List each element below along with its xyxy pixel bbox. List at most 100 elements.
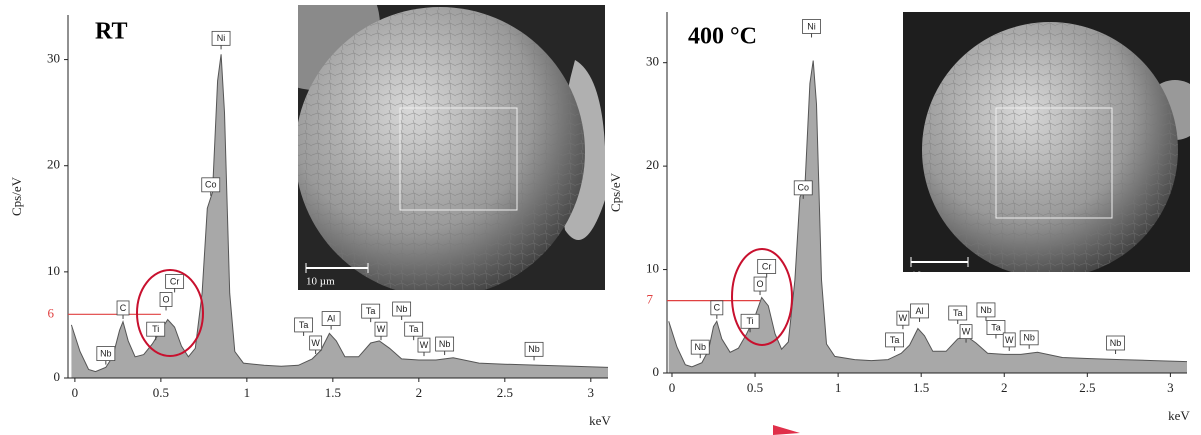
annotation: O	[163, 294, 170, 304]
annotation-box	[896, 310, 910, 326]
annotation-box	[211, 30, 231, 46]
annotation: W	[420, 340, 429, 350]
annotation: W	[962, 326, 971, 336]
annotation-box	[201, 177, 221, 193]
y-axis-label: Cps/eV	[9, 176, 24, 216]
annotation: Ta	[366, 306, 376, 316]
annotation-box	[361, 303, 381, 319]
annotation: W	[311, 338, 320, 348]
y-tick-label: 10	[47, 263, 60, 278]
annotation-box	[321, 311, 341, 326]
x-tick-label: 2.5	[1079, 380, 1095, 395]
panel-title: RT	[95, 19, 128, 45]
y-tick-label: 20	[646, 157, 659, 172]
y-tick-label: 20	[47, 157, 60, 172]
annotation-box	[690, 339, 710, 355]
annotation: Al	[916, 306, 924, 316]
annotation-box	[435, 336, 455, 352]
annotation-box	[802, 19, 821, 34]
annotation: Nb	[1110, 338, 1122, 348]
annotation-box	[374, 321, 388, 337]
annotation: Ta	[890, 335, 900, 345]
annotation-box	[1106, 335, 1125, 351]
annotation: Nb	[980, 305, 992, 315]
annotation: Co	[205, 180, 217, 190]
y-tick-label: 0	[653, 364, 660, 379]
x-tick-label: 3	[588, 385, 595, 400]
spectrum-fill	[71, 54, 608, 379]
x-tick-label: 2.5	[497, 385, 513, 400]
x-tick-label: 1.5	[913, 380, 929, 395]
scale-label: 10 µm	[306, 276, 335, 288]
annotation-box	[392, 301, 412, 317]
spectrum-panel: 0 10 20 30 0 0.5 1 1.5 2 2.5 3 keV Cps/eV 7 Nb C Ti O Cr Co…	[608, 12, 1190, 423]
annotation-box	[404, 321, 424, 337]
panel-title: 400 °C	[688, 24, 757, 50]
x-tick-label: 1.5	[325, 385, 341, 400]
spectrum-fill	[668, 60, 1187, 373]
annotation-box	[524, 341, 544, 357]
highlight	[136, 269, 204, 357]
annotation-box	[417, 337, 431, 353]
annotation: Nb	[439, 339, 451, 349]
annotation: Ni	[807, 21, 816, 31]
annotation: Nb	[1023, 333, 1035, 343]
annotation-box	[948, 305, 968, 321]
annotation-box	[146, 321, 166, 337]
annotation: Co	[797, 183, 809, 193]
x-tick-label: 0.5	[153, 385, 169, 400]
reference-label: 7	[647, 292, 654, 307]
highlight	[731, 248, 793, 346]
x-axis-label: keV	[589, 413, 611, 428]
annotation-box	[976, 302, 996, 318]
x-tick-label: 2	[416, 385, 423, 400]
annotation-box	[159, 292, 173, 307]
annotation: Nb	[396, 304, 408, 314]
annotation: Cr	[762, 261, 772, 271]
annotation: Ta	[991, 322, 1001, 332]
annotation-box	[1019, 330, 1039, 346]
x-tick-label: 0.5	[747, 380, 763, 395]
y-tick-label: 30	[646, 54, 659, 69]
annotation: Ta	[953, 308, 963, 318]
y-tick-label: 10	[646, 261, 659, 276]
annotation: Al	[327, 313, 335, 323]
x-tick-label: 0	[669, 380, 676, 395]
annotation-box	[740, 313, 760, 329]
annotation: Nb	[100, 348, 112, 358]
annotation-box	[986, 320, 1006, 335]
spectrum	[70, 54, 609, 373]
reference-label: 6	[48, 305, 55, 320]
annotation-box	[165, 274, 185, 289]
annotation: O	[757, 279, 764, 289]
annotation: W	[899, 313, 908, 323]
spectrum-panel: 0 10 20 30 0 0.5 1 1.5 2 2.5 3 keV Cps/eV 6 Nb C Ti OCr Co…	[9, 15, 611, 428]
annotation: Ta	[299, 320, 309, 330]
annotation-box	[885, 332, 905, 348]
sem-inset: 10 µm	[903, 12, 1190, 282]
y-axis-label: Cps/eV	[608, 172, 623, 212]
annotation-box	[309, 335, 323, 351]
sem-inset: 10 µm	[298, 5, 605, 290]
annotation-box	[1002, 332, 1016, 348]
annotation-box	[793, 180, 813, 196]
annotation-box	[710, 300, 724, 316]
annotation-box	[910, 303, 929, 319]
annotation-box	[96, 346, 116, 361]
scale-label: 10 µm	[911, 270, 940, 282]
annotation: Nb	[694, 342, 706, 352]
annotation: W	[1005, 335, 1014, 345]
x-tick-label: 3	[1167, 380, 1174, 395]
annotation-box	[294, 317, 314, 333]
annotation-box	[757, 259, 777, 274]
x-tick-label: 1	[835, 380, 842, 395]
annotation: C	[714, 303, 721, 313]
annotation: Ta	[409, 324, 419, 334]
annotation: Ti	[152, 324, 159, 334]
arrow	[773, 425, 800, 435]
annotation-box	[753, 276, 767, 292]
x-tick-label: 1	[244, 385, 251, 400]
spectrum	[668, 60, 1188, 368]
x-tick-label: 0	[72, 385, 79, 400]
